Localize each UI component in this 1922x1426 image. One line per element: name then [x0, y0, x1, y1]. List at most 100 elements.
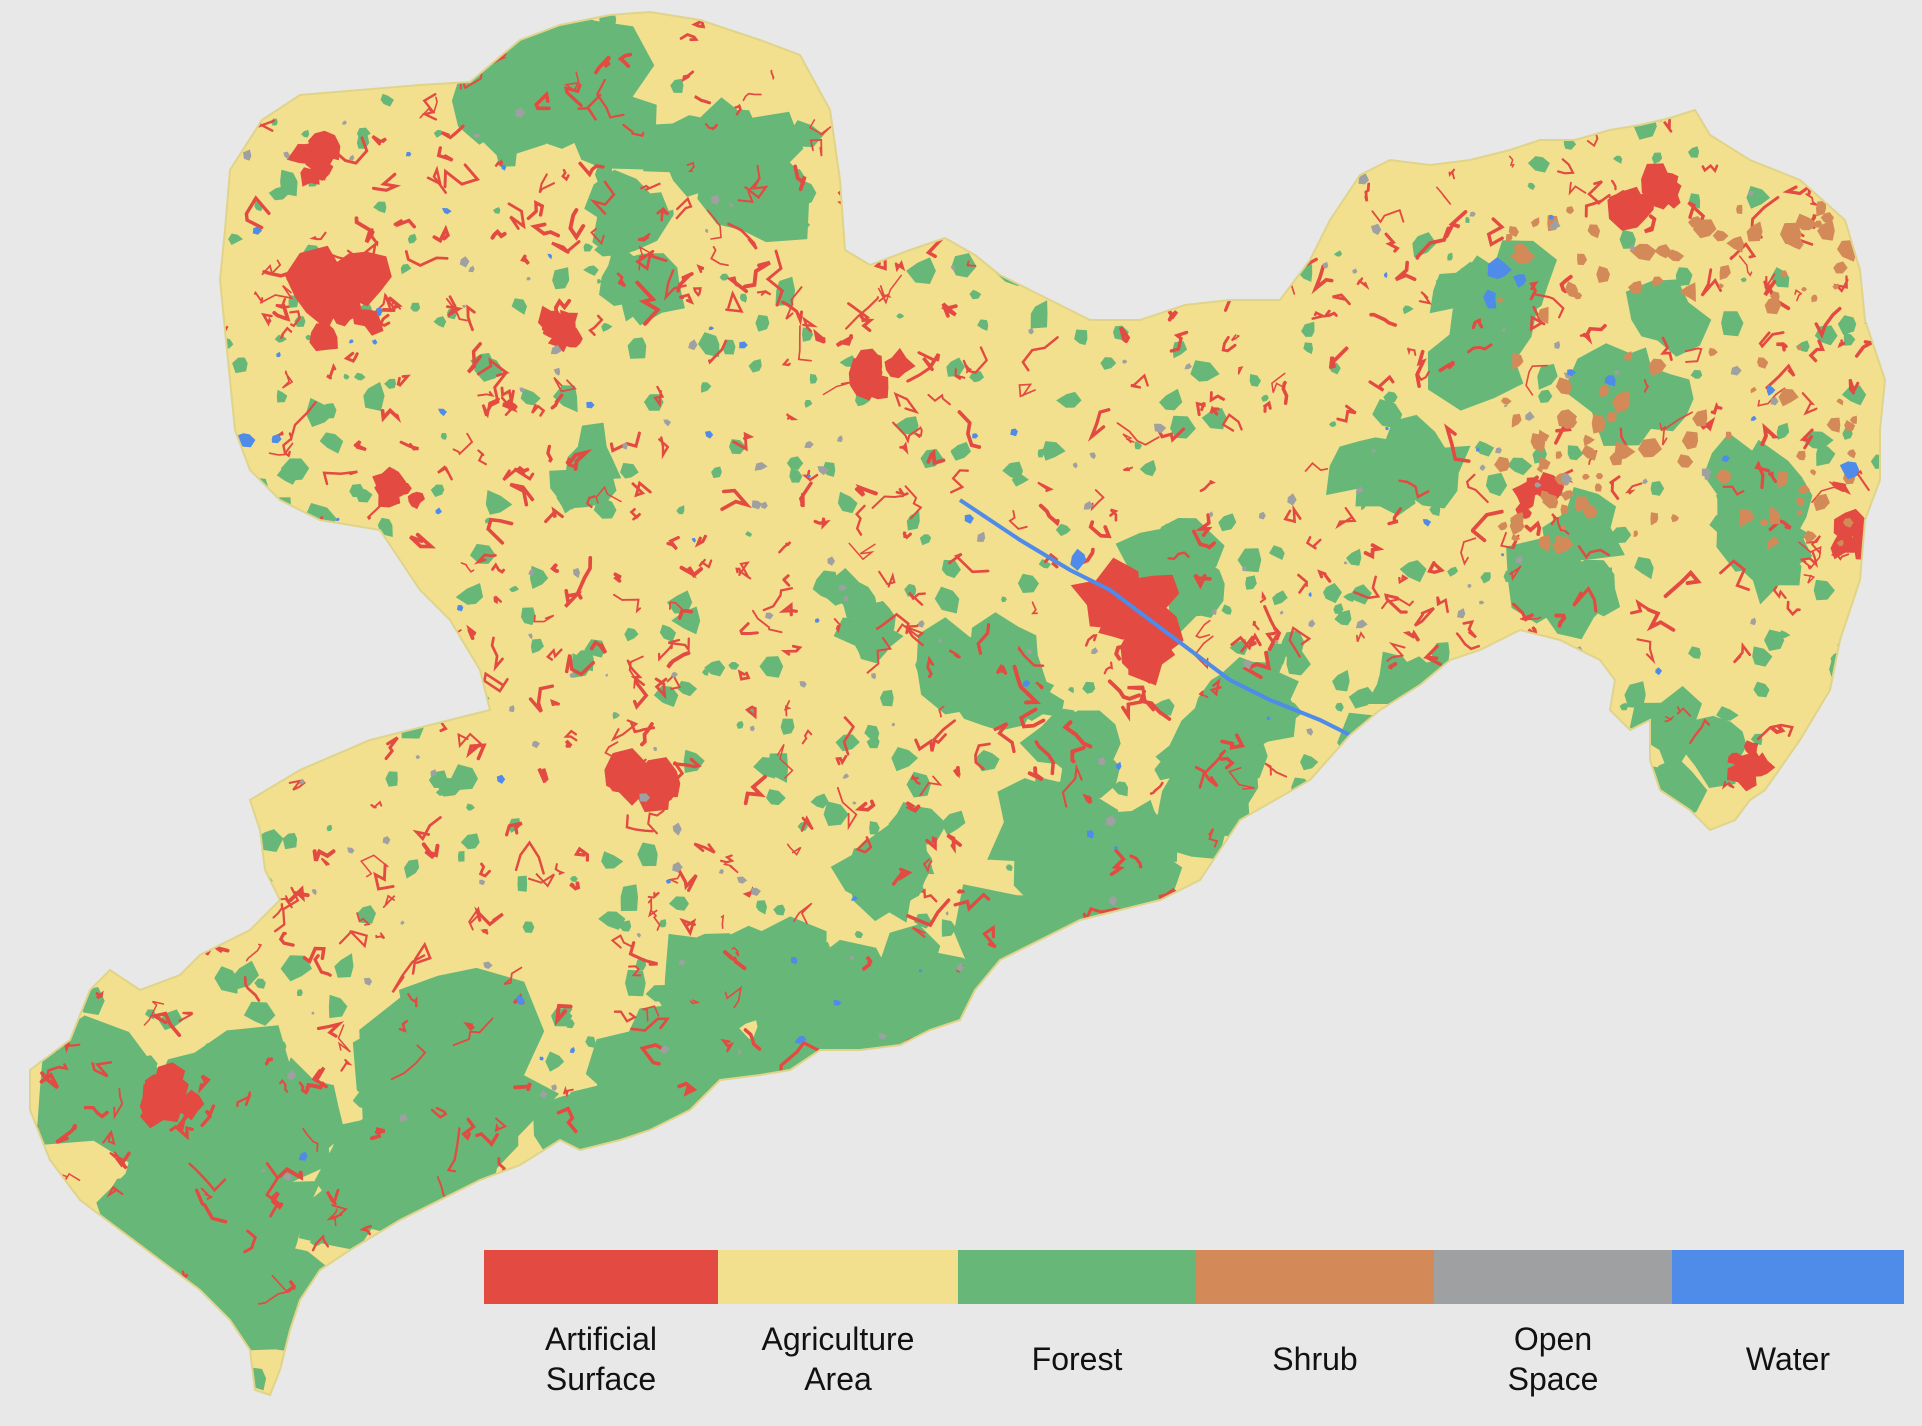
- artificial-streak: [1194, 765, 1219, 788]
- artificial-streak: [1529, 861, 1542, 876]
- forest-speck: [1626, 1221, 1640, 1239]
- forest-speck: [100, 594, 115, 611]
- artificial-streak: [114, 577, 130, 604]
- shrub-patch: [1820, 212, 1834, 225]
- forest-speck: [1258, 1096, 1265, 1103]
- artificial-streak: [46, 765, 62, 788]
- artificial-streak: [266, 12, 282, 23]
- open-space-speck: [341, 120, 347, 125]
- forest-speck: [1245, 575, 1257, 590]
- artificial-streak: [286, 1280, 296, 1293]
- forest-speck: [232, 357, 248, 374]
- artificial-streak: [1346, 1177, 1378, 1192]
- forest-speck: [785, 213, 811, 237]
- artificial-streak: [737, 164, 761, 203]
- open-space-speck: [878, 1032, 887, 1040]
- artificial-streak: [293, 636, 308, 670]
- open-space-speck: [1438, 853, 1448, 862]
- forest-speck: [410, 600, 421, 615]
- artificial-streak: [1394, 260, 1417, 282]
- forest-speck: [711, 466, 722, 479]
- artificial-streak: [178, 1011, 194, 1022]
- artificial-streak: [1317, 569, 1332, 583]
- open-space-speck: [1704, 474, 1711, 481]
- city-area: [352, 309, 384, 336]
- open-space-speck: [1748, 190, 1754, 196]
- city-area: [547, 323, 579, 353]
- artificial-streak: [494, 1117, 507, 1133]
- water-speck: [1165, 1152, 1176, 1160]
- artificial-streak: [353, 440, 367, 452]
- forest-speck: [1005, 864, 1013, 872]
- forest-speck: [944, 178, 954, 186]
- forest-speck: [892, 104, 920, 132]
- artificial-streak: [1423, 644, 1443, 667]
- forest-speck: [1649, 718, 1667, 740]
- water-speck: [665, 879, 672, 884]
- open-space-speck: [313, 748, 322, 756]
- forest-speck: [754, 1092, 777, 1113]
- artificial-streak: [1027, 766, 1044, 782]
- forest-speck: [277, 1041, 287, 1052]
- artificial-streak: [159, 1368, 188, 1390]
- artificial-streak: [1746, 146, 1776, 157]
- shrub-patch: [1797, 484, 1811, 494]
- artificial-streak: [261, 312, 273, 327]
- forest-speck: [276, 709, 284, 716]
- city-area: [1607, 190, 1655, 231]
- artificial-streak: [859, 314, 875, 333]
- open-space-speck: [551, 1084, 557, 1091]
- artificial-streak: [531, 404, 546, 417]
- artificial-streak: [1429, 786, 1442, 810]
- artificial-streak: [1550, 866, 1567, 893]
- open-space-speck: [672, 861, 683, 873]
- forest-speck: [969, 1152, 982, 1163]
- artificial-streak: [639, 1043, 668, 1066]
- forest-speck: [183, 1119, 207, 1137]
- artificial-streak: [1179, 275, 1190, 294]
- artificial-streak: [1781, 808, 1810, 825]
- artificial-streak: [1520, 715, 1533, 734]
- artificial-streak: [793, 164, 807, 192]
- forest-speck: [301, 129, 310, 138]
- forest-speck: [759, 656, 784, 678]
- forest-speck: [1149, 1109, 1178, 1133]
- open-space-speck: [1105, 815, 1117, 827]
- forest-speck: [296, 989, 303, 997]
- artificial-streak: [490, 636, 504, 672]
- open-space-speck: [1032, 123, 1044, 133]
- open-space-speck: [1343, 561, 1348, 565]
- artificial-streak: [1328, 1073, 1339, 1081]
- forest-speck: [190, 898, 200, 909]
- artificial-streak: [640, 722, 654, 747]
- artificial-streak: [1133, 111, 1150, 141]
- forest-speck: [755, 314, 770, 332]
- artificial-streak: [113, 1087, 124, 1120]
- artificial-streak: [513, 1082, 532, 1092]
- open-space-speck: [1400, 876, 1410, 884]
- artificial-streak: [908, 1104, 933, 1131]
- shrub-patch: [1652, 276, 1664, 288]
- artificial-streak: [67, 945, 77, 956]
- artificial-streak: [679, 917, 697, 937]
- forest-speck: [1005, 895, 1022, 910]
- open-space-speck: [1068, 178, 1075, 183]
- artificial-streak: [1227, 1234, 1256, 1253]
- artificial-streak: [585, 495, 596, 509]
- forest-speck: [1858, 995, 1877, 1010]
- forest-speck: [748, 359, 762, 373]
- artificial-streak: [59, 895, 88, 907]
- artificial-streak: [316, 1021, 345, 1038]
- open-space-speck: [751, 500, 763, 510]
- artificial-streak: [1772, 1107, 1786, 1121]
- artificial-streak: [1596, 87, 1616, 104]
- open-space-speck: [1154, 423, 1167, 434]
- artificial-streak: [1664, 715, 1674, 723]
- shrub-patch: [1739, 509, 1755, 528]
- artificial-streak: [436, 146, 454, 162]
- forest-speck: [1393, 118, 1405, 130]
- forest-speck: [1705, 1206, 1727, 1228]
- forest-speck: [1218, 513, 1237, 532]
- artificial-streak: [1122, 1116, 1147, 1138]
- artificial-streak: [420, 1258, 428, 1269]
